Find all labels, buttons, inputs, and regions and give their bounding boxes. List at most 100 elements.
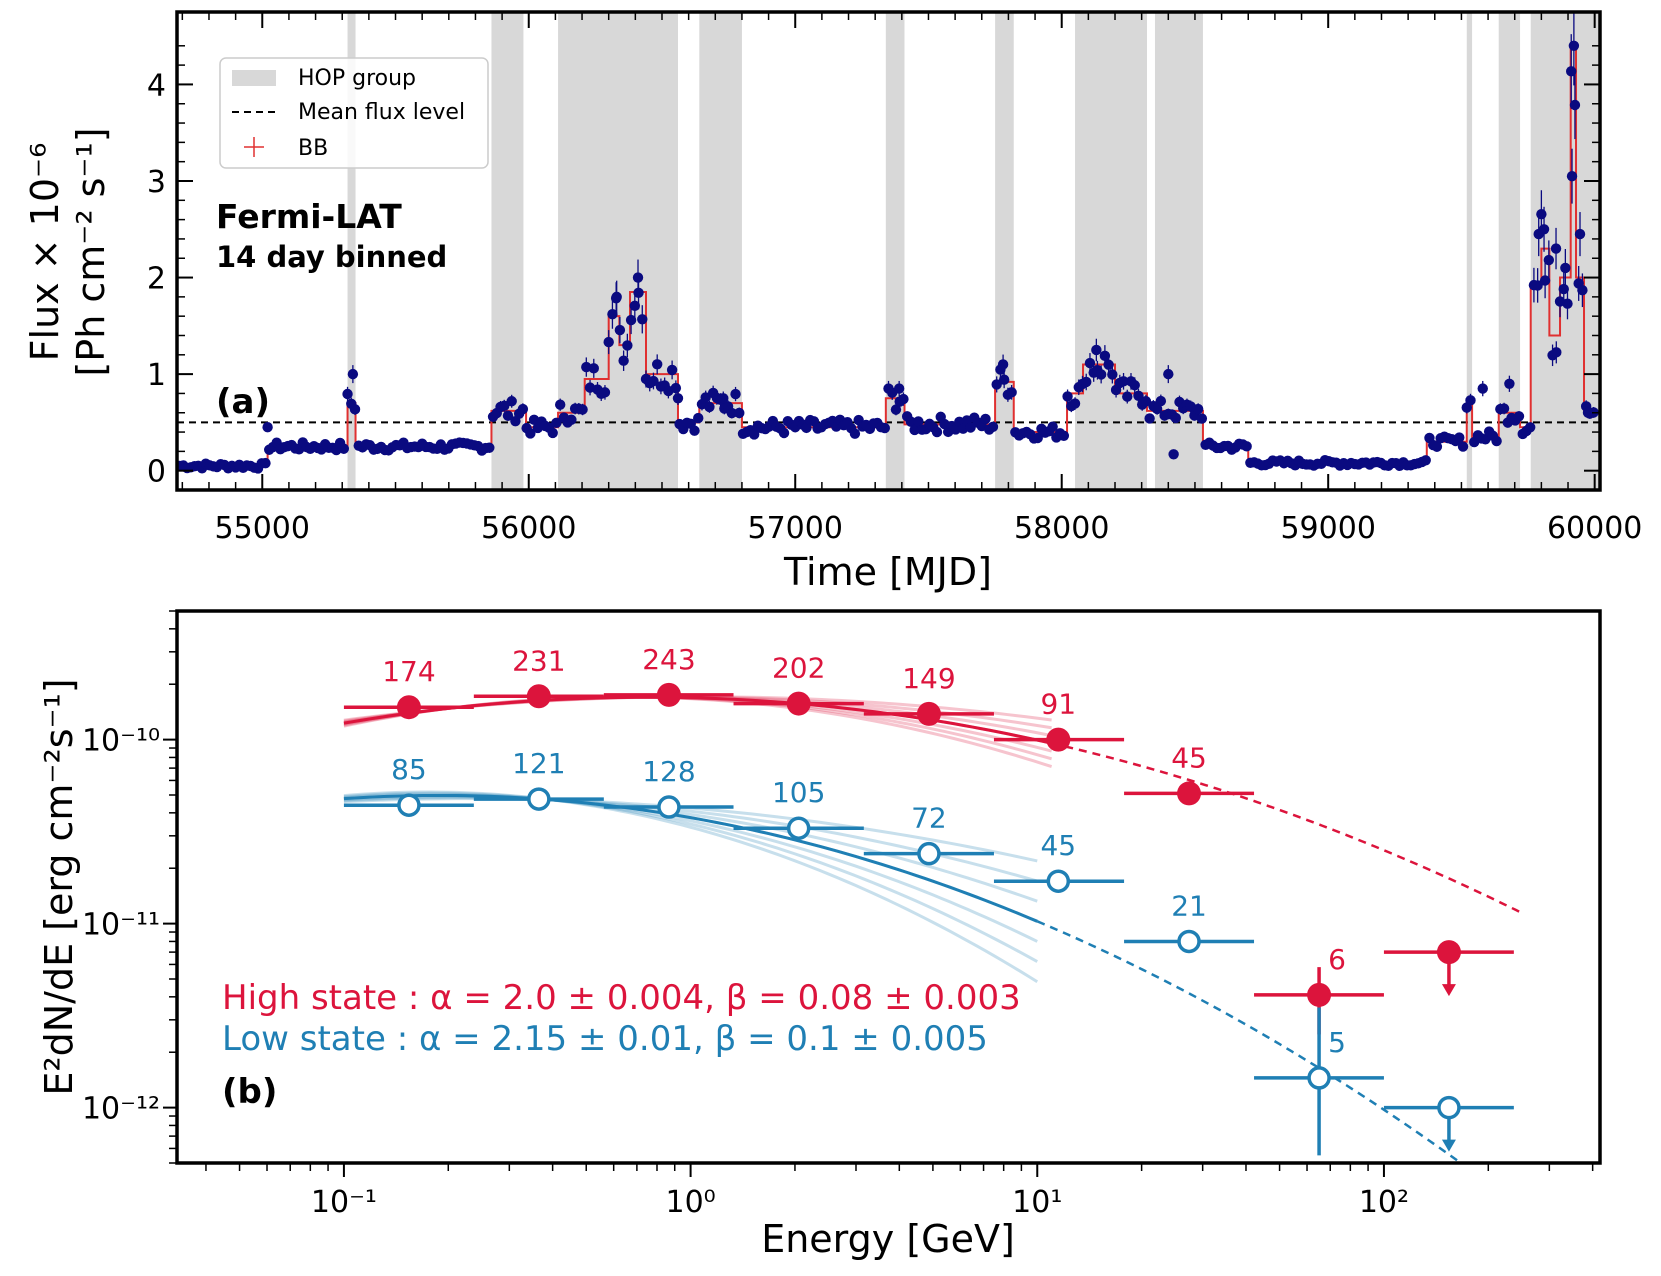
fit-band-curve xyxy=(343,790,1039,984)
flux-point xyxy=(648,375,659,387)
flux-point xyxy=(1103,359,1114,370)
y-tick-label: 10⁻¹⁰ xyxy=(82,724,160,759)
photon-count-label: 128 xyxy=(642,755,695,788)
flux-point xyxy=(1574,228,1586,240)
flux-point xyxy=(1504,378,1515,389)
y-tick-label: 0 xyxy=(147,455,166,490)
panel-b-frame xyxy=(175,609,1602,1165)
flux-point xyxy=(1513,411,1525,422)
flux-point xyxy=(554,399,566,410)
flux-point xyxy=(693,412,704,424)
photon-count-label: 91 xyxy=(1040,688,1076,721)
y-tick-label: 3 xyxy=(147,165,166,200)
flux-point xyxy=(342,388,353,400)
flux-point xyxy=(607,308,618,320)
flux-point xyxy=(1118,376,1129,387)
flux-point xyxy=(1084,357,1096,369)
sed-point-high xyxy=(1436,940,1461,965)
flux-point xyxy=(629,300,641,312)
sed-point-low xyxy=(657,795,681,819)
flux-point xyxy=(1582,407,1594,418)
flux-point xyxy=(1550,243,1562,254)
flux-point xyxy=(599,387,611,398)
annotation-binning: 14 day binned xyxy=(216,240,447,274)
flux-point xyxy=(506,396,517,407)
flux-point xyxy=(1099,350,1111,362)
flux-point xyxy=(603,336,614,348)
x-tick-label: 58000 xyxy=(1014,511,1109,546)
sed-point-low xyxy=(397,793,421,817)
sed-point-low xyxy=(1177,929,1201,954)
x-tick-label: 60000 xyxy=(1547,511,1642,546)
flux-point xyxy=(1536,208,1547,220)
flux-point xyxy=(499,400,510,412)
flux-point xyxy=(484,442,495,453)
flux-point xyxy=(1155,395,1167,407)
flux-point xyxy=(778,427,790,439)
flux-point xyxy=(1543,254,1555,266)
photon-count-label: 202 xyxy=(772,652,825,685)
panel-a: 55000 56000 57000 58000 59000 60000 0 1 2 3 4 HOP … xyxy=(23,10,1642,594)
flux-point xyxy=(1431,441,1443,452)
y-tick-label: 2 xyxy=(147,262,166,297)
legend-hop-swatch xyxy=(232,70,276,86)
photon-count-label: 45 xyxy=(1171,741,1207,774)
hop-group-band xyxy=(1498,12,1521,490)
panel-b: 10⁻¹ 10⁰ 10¹ 10² 10⁻¹² 10⁻¹¹ 10⁻¹⁰ 174 231 243 20… xyxy=(37,609,1602,1261)
sed-point-low xyxy=(527,787,551,811)
flux-point xyxy=(262,422,273,433)
flux-point xyxy=(987,421,999,433)
flux-point xyxy=(1081,376,1092,388)
flux-point xyxy=(1144,413,1155,424)
flux-point xyxy=(1241,441,1252,452)
flux-point xyxy=(566,414,577,425)
flux-point xyxy=(611,291,622,303)
sed-point-high xyxy=(396,695,421,720)
high-state-fit-label: High state : α = 2.0 ± 0.004, β = 0.08 ±… xyxy=(222,978,1021,1018)
flux-point xyxy=(700,392,711,403)
flux-point xyxy=(1192,403,1204,415)
sed-point-low xyxy=(917,841,941,866)
panel-a-xlabel: Time [MJD] xyxy=(783,550,992,594)
flux-point xyxy=(1091,344,1102,356)
flux-point xyxy=(672,393,684,404)
flux-point xyxy=(347,368,359,380)
panel-a-frame xyxy=(175,10,1602,492)
flux-point xyxy=(1151,403,1163,415)
flux-point xyxy=(1566,170,1578,182)
x-tick-label: 10⁻¹ xyxy=(311,1185,377,1220)
flux-point xyxy=(614,324,626,336)
photon-count-label: 6 xyxy=(1328,943,1346,976)
flux-point xyxy=(1107,369,1118,380)
legend-mean-label: Mean flux level xyxy=(298,100,465,125)
fit-solid-curve xyxy=(343,793,1038,923)
annotation-fermi-lat: Fermi-LAT xyxy=(216,197,402,236)
sed-point-high xyxy=(916,701,941,726)
y-tick-label: 4 xyxy=(147,68,166,103)
flux-point xyxy=(1047,421,1058,432)
flux-point xyxy=(1062,391,1073,402)
x-tick-label: 56000 xyxy=(481,511,576,546)
sed-point-low xyxy=(1307,1066,1331,1090)
panel-a-legend: HOP group Mean flux level BB xyxy=(219,57,489,169)
hop-group-band xyxy=(699,12,742,490)
photon-count-label: 85 xyxy=(391,753,427,786)
x-tick-label: 57000 xyxy=(748,511,843,546)
flux-point xyxy=(997,359,1009,370)
flux-point xyxy=(931,426,943,438)
sed-point-high xyxy=(1307,982,1332,1007)
sed-point-high xyxy=(1177,781,1202,806)
flux-point xyxy=(1558,283,1569,295)
flux-point xyxy=(718,393,729,404)
flux-point xyxy=(517,403,529,415)
flux-point xyxy=(338,443,350,454)
hop-group-band xyxy=(347,12,356,490)
photon-count-label: 121 xyxy=(512,747,565,780)
flux-point xyxy=(666,364,678,376)
sed-point-low xyxy=(1046,869,1071,893)
x-tick-label: 10² xyxy=(1359,1185,1409,1220)
flux-point xyxy=(730,388,741,400)
flux-point xyxy=(632,272,644,283)
photon-count-label: 243 xyxy=(642,643,695,676)
